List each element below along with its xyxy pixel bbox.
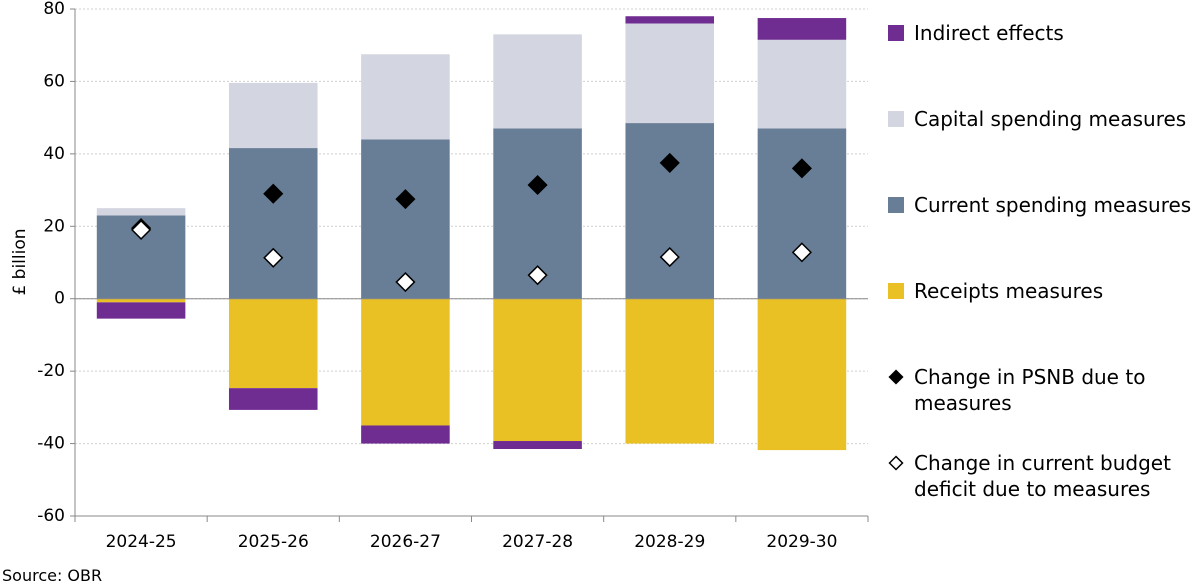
x-tick-label: 2029-30	[766, 532, 837, 552]
marker	[395, 189, 416, 210]
x-tick-label: 2027-28	[502, 532, 573, 552]
bar-segment	[361, 425, 450, 444]
bar-segment	[757, 39, 847, 129]
bar-segment	[228, 388, 318, 410]
bar-segment	[757, 18, 847, 40]
bar-segment	[757, 298, 847, 451]
bar-segment	[625, 123, 715, 299]
bar-segment	[625, 298, 715, 444]
legend-marker	[888, 369, 904, 385]
y-tick-label: -20	[37, 361, 65, 381]
marker	[791, 242, 812, 263]
legend-swatch	[888, 197, 904, 213]
marker	[659, 152, 680, 173]
y-tick-label: -60	[37, 506, 65, 526]
marker	[263, 247, 284, 268]
x-tick-label: 2024-25	[106, 532, 177, 552]
bar-segment	[361, 54, 450, 140]
legend-marker	[888, 455, 904, 471]
marker	[659, 247, 680, 268]
legend-diamond	[888, 455, 904, 471]
marker	[791, 158, 812, 179]
legend-item: Change in PSNB due to measures	[888, 364, 1200, 416]
bar-segment	[228, 148, 318, 299]
y-tick-label: -40	[37, 434, 65, 454]
source: Source: OBR	[2, 566, 103, 585]
legend-label: Capital spending measures	[914, 107, 1187, 131]
bar-segment	[96, 298, 186, 303]
x-tick-label: 2025-26	[238, 532, 309, 552]
legend-swatch	[888, 25, 904, 41]
legend-label: Receipts measures	[914, 279, 1104, 303]
legend-item: Capital spending measures	[888, 106, 1200, 132]
bar-segment	[361, 298, 450, 426]
marker	[527, 265, 548, 286]
marker	[131, 219, 152, 240]
bar-segment	[625, 16, 715, 24]
bar-segment	[228, 82, 318, 149]
legend-swatch	[888, 283, 904, 299]
legend-label: Indirect effects	[914, 21, 1064, 45]
bar-segment	[493, 441, 582, 450]
y-tick-label: 60	[43, 71, 65, 91]
bar-segment	[493, 298, 582, 442]
x-tick-label: 2026-27	[370, 532, 441, 552]
marker	[263, 183, 284, 204]
bar-segment	[96, 208, 186, 216]
legend-label: Change in PSNB due to measures	[914, 365, 1146, 415]
y-axis-label: £ billion	[10, 228, 30, 295]
y-tick-label: 0	[54, 289, 65, 309]
legend-item: Current spending measures	[888, 192, 1200, 218]
legend-label: Current spending measures	[914, 193, 1192, 217]
y-tick-label: 20	[43, 216, 65, 236]
legend-item: Indirect effects	[888, 20, 1200, 46]
marker	[527, 174, 548, 196]
legend-item: Receipts measures	[888, 278, 1200, 304]
chart: £ billion -60 -40 -20 0 20 40 60 80 2024-25 2025-…	[10, 0, 869, 552]
bar-segment	[96, 302, 186, 319]
bar-segment	[757, 128, 847, 299]
bar-segment	[625, 23, 715, 124]
bar-segment	[493, 34, 582, 129]
bar-segment	[228, 298, 318, 389]
legend-label: Change in current budget deficit due to …	[914, 451, 1171, 501]
y-tick-label: 40	[43, 144, 65, 164]
legend-item: Change in current budget deficit due to …	[888, 450, 1200, 502]
legend-swatch	[888, 111, 904, 127]
y-tick-label: 80	[43, 0, 65, 19]
legend-diamond	[888, 369, 904, 385]
marker	[395, 271, 416, 293]
x-tick-label: 2028-29	[634, 532, 705, 552]
